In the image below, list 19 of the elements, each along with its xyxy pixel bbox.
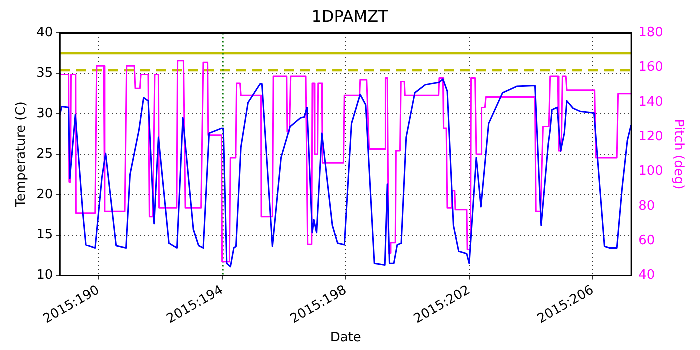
y-tick-label: 20 [36, 187, 54, 202]
y-tick-label: 25 [36, 146, 54, 162]
chart-title: 1DPAMZT [312, 6, 389, 26]
y2-tick-label: 60 [638, 233, 656, 248]
y2-tick-label: 80 [638, 198, 656, 214]
y-tick-label: 35 [36, 66, 54, 81]
y2-tick-label: 120 [638, 130, 664, 145]
y2-tick-label: 160 [638, 60, 664, 76]
y2-tick-label: 100 [638, 164, 664, 180]
y2-tick-label: 40 [638, 268, 656, 284]
y-tick-label: 40 [36, 26, 54, 41]
y-tick-label: 15 [36, 228, 54, 243]
x-axis-title: Date [330, 330, 362, 346]
y-tick-label: 30 [36, 106, 54, 122]
y2-axis-title: Pitch (deg) [670, 119, 686, 190]
y2-tick-label: 140 [638, 94, 664, 110]
y2-tick-label: 180 [638, 26, 664, 41]
y-axis-title: Temperature (C) [14, 102, 30, 208]
y-tick-label: 10 [36, 268, 54, 284]
